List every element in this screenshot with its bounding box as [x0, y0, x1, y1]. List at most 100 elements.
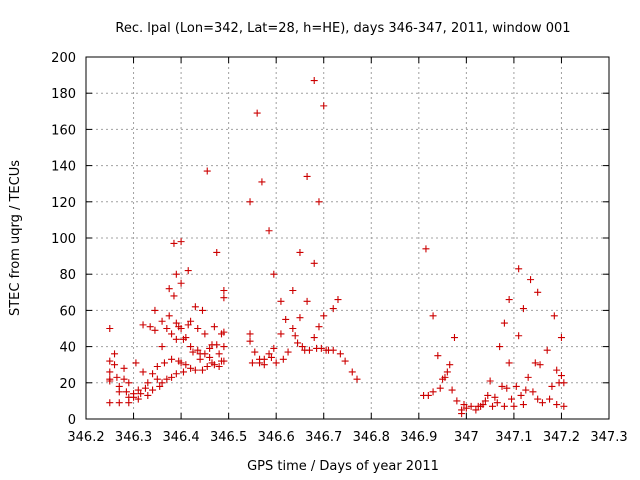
data-point	[206, 344, 214, 352]
data-point	[139, 321, 147, 329]
data-point	[182, 334, 190, 342]
data-point	[172, 370, 180, 378]
data-point	[505, 359, 513, 367]
data-point	[246, 198, 254, 206]
y-tick-label: 80	[59, 268, 76, 283]
data-point	[303, 172, 311, 180]
data-point	[115, 399, 123, 407]
data-point	[170, 239, 178, 247]
data-point	[106, 377, 114, 385]
data-point	[500, 402, 508, 410]
data-point	[270, 270, 278, 278]
y-tick-label: 0	[68, 413, 76, 428]
data-point	[527, 276, 535, 284]
data-point	[172, 335, 180, 343]
data-point	[177, 325, 185, 332]
data-point	[289, 325, 297, 332]
data-point	[334, 296, 342, 304]
data-point	[139, 368, 147, 376]
y-tick-label: 140	[51, 160, 76, 175]
data-point	[553, 366, 561, 374]
data-point	[220, 357, 228, 365]
data-point	[246, 330, 254, 338]
data-point	[531, 359, 539, 367]
data-point	[460, 401, 468, 409]
data-point	[310, 77, 318, 85]
data-point	[125, 379, 133, 387]
data-point	[267, 353, 275, 361]
data-point	[184, 321, 192, 329]
x-tick-label: 347.3	[590, 430, 627, 445]
data-point	[137, 390, 145, 398]
data-point	[151, 306, 159, 314]
data-point	[191, 303, 199, 311]
data-point	[298, 343, 306, 351]
data-point	[113, 373, 121, 381]
data-point	[277, 297, 285, 305]
data-point	[486, 377, 494, 385]
data-point	[315, 198, 323, 206]
data-point	[251, 348, 259, 356]
x-tick-label: 346.3	[115, 430, 152, 445]
x-tick-label: 346.7	[305, 430, 342, 445]
data-point	[505, 296, 513, 304]
data-point	[557, 334, 565, 342]
data-point	[120, 375, 128, 383]
data-point	[215, 350, 223, 358]
y-tick-label: 100	[51, 232, 76, 247]
data-point	[303, 297, 311, 305]
data-point	[248, 359, 256, 367]
data-point	[500, 319, 508, 327]
data-point	[122, 388, 130, 396]
chart-title: Rec. lpal (Lon=342, Lat=28, h=HE), days …	[115, 21, 570, 36]
data-point	[220, 328, 228, 336]
data-point	[265, 227, 273, 235]
data-point	[450, 334, 458, 342]
data-point	[289, 286, 297, 294]
data-point	[120, 364, 128, 372]
data-point	[448, 386, 456, 394]
data-point	[106, 399, 114, 407]
data-point	[296, 314, 304, 322]
data-point	[203, 167, 211, 175]
data-point	[493, 399, 501, 407]
y-tick-label: 180	[51, 87, 76, 102]
data-point	[149, 386, 157, 394]
data-point	[151, 326, 159, 334]
data-point	[320, 312, 328, 320]
data-point	[198, 366, 206, 374]
data-point	[106, 325, 114, 332]
data-point	[158, 343, 166, 351]
data-point	[106, 368, 114, 376]
data-point	[329, 305, 337, 313]
data-point	[106, 357, 114, 365]
x-tick-label: 347.1	[495, 430, 532, 445]
data-point	[146, 323, 154, 331]
data-point	[484, 391, 492, 399]
data-point	[546, 395, 554, 403]
data-point	[453, 397, 461, 405]
data-point	[115, 388, 123, 396]
data-point	[196, 355, 204, 363]
data-point	[165, 312, 173, 320]
data-point	[177, 359, 185, 367]
data-point	[317, 344, 325, 352]
data-point	[496, 343, 504, 351]
data-point	[168, 373, 176, 381]
data-point	[220, 343, 228, 351]
data-point	[353, 375, 361, 383]
x-tick-label: 346.8	[353, 430, 390, 445]
data-point	[182, 361, 190, 369]
data-point	[132, 359, 140, 367]
data-point	[153, 375, 161, 383]
data-point	[315, 323, 323, 331]
data-point	[203, 363, 211, 371]
data-point	[503, 384, 511, 392]
data-point	[165, 285, 173, 293]
y-tick-label: 20	[59, 377, 76, 392]
x-tick-label: 347.2	[543, 430, 580, 445]
data-point	[163, 325, 171, 332]
data-point	[213, 248, 221, 256]
data-point	[548, 382, 556, 390]
x-tick-label: 347	[454, 430, 479, 445]
